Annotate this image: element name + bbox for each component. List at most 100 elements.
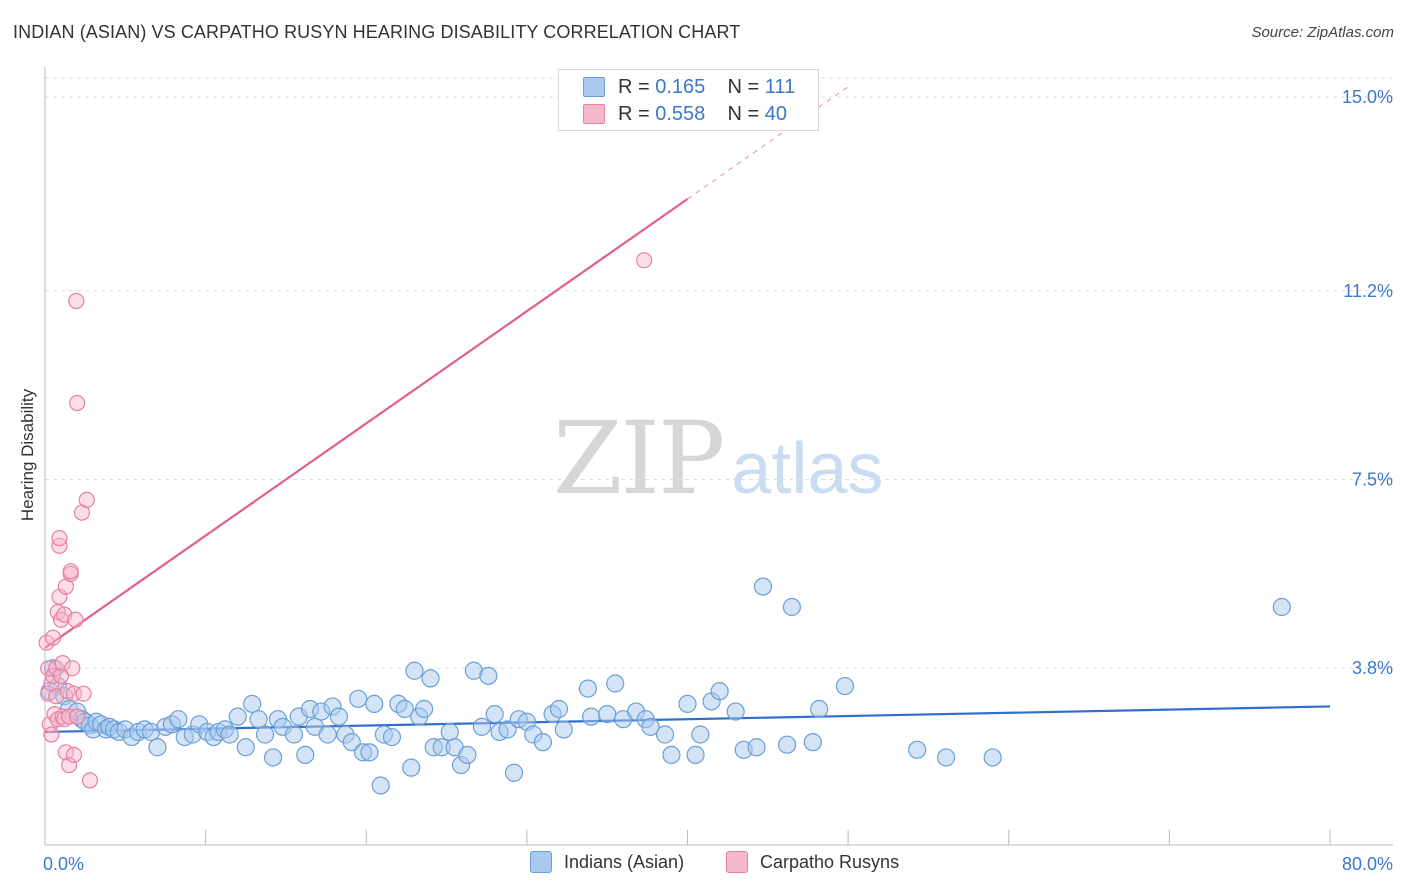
y-tick-label: 3.8%	[1352, 658, 1393, 678]
data-point-rusyns	[69, 394, 86, 412]
data-point-indians	[329, 707, 349, 726]
data-point-indians	[662, 745, 681, 765]
data-point-rusyns	[59, 683, 76, 700]
data-point-indians	[472, 717, 491, 736]
data-point-indians	[606, 674, 625, 693]
data-point-indians	[641, 717, 660, 736]
data-point-indians	[458, 745, 477, 765]
data-point-indians	[382, 727, 402, 747]
correlation-legend: R = 0.165 N = 111 R = 0.558 N = 40	[558, 69, 819, 131]
data-point-indians	[402, 758, 421, 777]
data-point-indians	[803, 733, 822, 752]
data-point-indians	[395, 699, 414, 719]
data-point-indians	[479, 666, 498, 685]
grid-layer	[45, 77, 1393, 669]
data-point-indians	[686, 745, 705, 765]
data-point-indians	[726, 702, 745, 721]
bottom-legend-rusyns: Carpatho Rusyns	[726, 851, 899, 873]
data-point-indians	[342, 733, 361, 752]
data-point-indians	[753, 577, 773, 596]
data-point-rusyns	[65, 746, 83, 764]
tick-label-layer: 3.8% 7.5% 11.2% 15.0% 0.0% 80.0%	[43, 87, 1393, 874]
data-point-rusyns	[54, 654, 71, 672]
data-point-indians	[255, 725, 275, 744]
data-point-indians	[554, 720, 573, 739]
bottom-legend-swatch-blue	[530, 851, 552, 873]
legend-text-indians: R = 0.165 N = 111	[618, 76, 795, 99]
data-point-indians	[504, 763, 524, 782]
y-tick-label: 11.2%	[1343, 281, 1393, 301]
data-point-indians	[582, 707, 601, 726]
data-point-indians	[284, 725, 304, 744]
data-point-indians	[691, 725, 710, 744]
data-point-indians	[148, 738, 167, 757]
data-point-indians	[777, 735, 797, 754]
bottom-legend-swatch-pink	[726, 851, 748, 873]
legend-n-value: 40	[764, 102, 788, 125]
data-point-indians	[421, 669, 440, 688]
data-point-rusyns	[48, 660, 65, 677]
series-indians-asian	[40, 577, 1291, 795]
data-point-indians	[747, 738, 766, 757]
data-point-indians	[782, 597, 802, 617]
legend-n-label: N =	[727, 75, 760, 98]
data-point-indians	[908, 740, 927, 759]
data-point-indians	[549, 699, 569, 719]
source-label: Source: ZipAtlas.com	[1251, 24, 1394, 41]
data-point-indians	[440, 722, 459, 742]
watermark-atlas: atlas	[731, 429, 884, 509]
data-point-indians	[533, 733, 553, 752]
data-point-rusyns	[636, 252, 653, 269]
data-point-indians	[655, 725, 675, 744]
data-point-rusyns	[38, 634, 55, 651]
data-point-indians	[983, 748, 1002, 767]
data-point-indians	[485, 704, 504, 724]
legend-n-label: N =	[727, 102, 760, 125]
trend-line-rusyns	[44, 198, 689, 649]
trend-line-rusyns-extension	[687, 86, 849, 200]
data-point-rusyns	[52, 667, 70, 684]
data-point-rusyns	[41, 716, 58, 733]
watermark: ZIP atlas	[553, 400, 883, 517]
data-point-indians	[318, 725, 337, 744]
data-point-rusyns	[75, 685, 92, 702]
chart-title: INDIAN (ASIAN) VS CARPATHO RUSYN HEARING…	[13, 22, 741, 42]
data-point-rusyns	[51, 530, 68, 547]
data-point-rusyns	[62, 563, 79, 580]
data-point-indians	[296, 745, 315, 765]
bottom-legend-label-indians: Indians (Asian)	[564, 851, 685, 872]
data-point-rusyns	[44, 629, 62, 646]
data-point-indians	[498, 720, 517, 739]
data-point-indians	[228, 707, 247, 726]
y-tick-label: 15.0%	[1342, 87, 1393, 107]
data-point-indians	[598, 704, 617, 724]
legend-r-value: 0.165	[655, 75, 706, 98]
data-point-rusyns	[69, 708, 86, 725]
data-point-indians	[220, 725, 239, 744]
data-point-rusyns	[68, 292, 85, 310]
data-point-indians	[236, 738, 255, 757]
data-point-indians	[249, 710, 268, 729]
data-point-rusyns	[60, 756, 78, 774]
legend-swatch-blue	[583, 77, 605, 97]
x-tick-label: 0.0%	[43, 854, 84, 874]
data-point-indians	[937, 748, 956, 767]
data-point-indians	[710, 682, 729, 701]
data-point-indians	[405, 661, 424, 680]
axis-layer	[44, 67, 1393, 846]
legend-n-value: 111	[764, 75, 796, 98]
data-point-indians	[365, 694, 384, 714]
series-carpatho-rusyns	[38, 252, 653, 789]
trend-layer	[44, 86, 1331, 734]
data-point-rusyns	[78, 491, 95, 508]
data-point-indians	[371, 776, 390, 795]
data-point-indians	[349, 689, 368, 708]
data-point-indians	[360, 743, 379, 762]
legend-r-label: R =	[618, 75, 650, 98]
y-tick-label: 7.5%	[1352, 470, 1393, 490]
data-point-indians	[835, 676, 855, 696]
watermark-zip: ZIP	[553, 400, 725, 517]
legend-text-rusyns: R = 0.558 N = 40	[618, 103, 787, 126]
legend-swatch-pink	[583, 104, 605, 124]
